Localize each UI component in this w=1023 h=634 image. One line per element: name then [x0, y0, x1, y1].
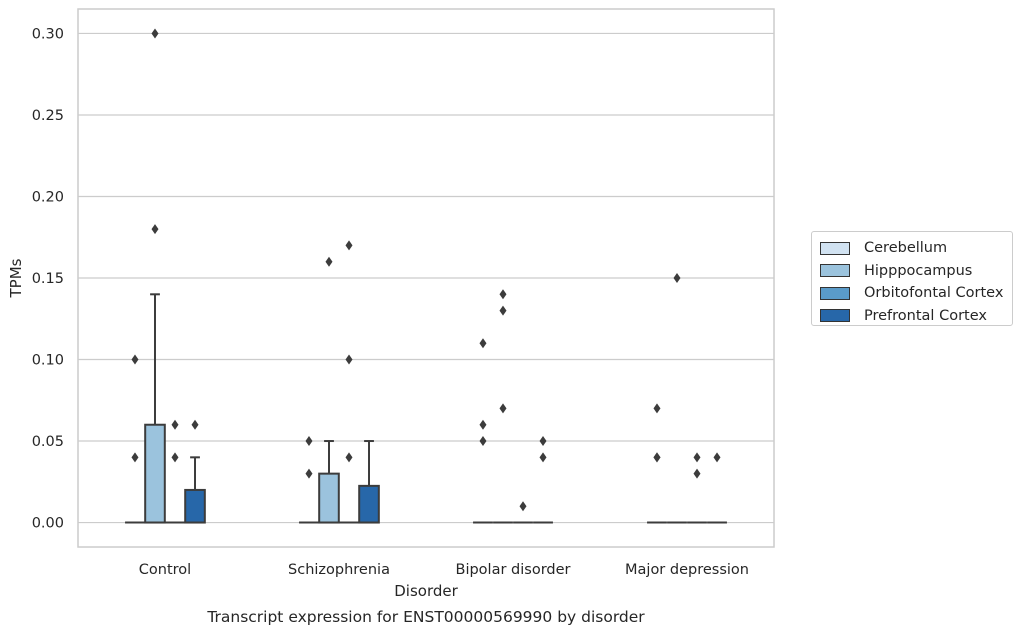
- outlier-point: [171, 452, 179, 463]
- legend-label: Cerebellum: [864, 240, 948, 257]
- box-group: [533, 436, 553, 524]
- legend-label: Hipppocampus: [864, 262, 973, 279]
- y-axis-label: TPMs: [7, 258, 25, 298]
- box-group: [318, 256, 340, 524]
- outlier-point: [151, 28, 159, 39]
- outlier-point: [305, 468, 313, 479]
- outlier-point: [713, 452, 721, 463]
- y-tick-labels: 0.00 0.05 0.10 0.15 0.20 0.25 0.30: [32, 26, 64, 531]
- x-tick-labels: Control Schizophrenia Bipolar disorder Majo…: [139, 562, 749, 578]
- outlier-point: [345, 240, 353, 251]
- legend-item-hippocampus: Hipppocampus: [820, 260, 1004, 283]
- outlier-point: [693, 452, 701, 463]
- outlier-point: [693, 468, 701, 479]
- outlier-point: [479, 436, 487, 447]
- legend-swatch-prefrontal-cortex: [820, 309, 850, 323]
- x-tick-label: Major depression: [625, 562, 749, 578]
- box-group: [125, 354, 145, 524]
- outlier-point: [479, 419, 487, 430]
- x-tick-label: Bipolar disorder: [456, 562, 571, 578]
- box-group: [647, 403, 667, 524]
- outlier-point: [191, 419, 199, 430]
- box: [358, 484, 380, 524]
- outlier-point: [653, 452, 661, 463]
- box-group: [707, 452, 727, 524]
- legend-item-orbitofrontal-cortex: Orbitofontal Cortex: [820, 282, 1004, 305]
- box-group: [299, 436, 319, 524]
- box-group: [144, 28, 166, 524]
- x-axis-label: Disorder: [394, 582, 458, 600]
- outlier-point: [151, 224, 159, 235]
- outlier-point: [499, 305, 507, 316]
- outlier-point: [131, 354, 139, 365]
- outlier-point: [305, 436, 313, 447]
- box-group: [667, 273, 687, 524]
- y-tick-label: 0.15: [32, 271, 64, 287]
- outlier-point: [653, 403, 661, 414]
- x-tick-label: Control: [139, 562, 191, 578]
- box-group: [513, 501, 533, 524]
- plot-frame: [77, 8, 775, 548]
- y-tick-label: 0.25: [32, 108, 64, 124]
- outlier-point: [171, 419, 179, 430]
- y-tick-label: 0.20: [32, 189, 64, 205]
- legend-item-cerebellum: Cerebellum: [820, 237, 1004, 260]
- legend-label: Orbitofontal Cortex: [864, 285, 1004, 302]
- box-group: [493, 289, 513, 524]
- outlier-point: [345, 354, 353, 365]
- box-group: [687, 452, 707, 524]
- y-tick-label: 0.00: [32, 516, 64, 532]
- outlier-point: [499, 289, 507, 300]
- outlier-point: [131, 452, 139, 463]
- outlier-point: [479, 338, 487, 349]
- legend-label: Prefrontal Cortex: [864, 307, 987, 324]
- y-tick-label: 0.30: [32, 26, 64, 42]
- chart-title: Transcript expression for ENST0000056999…: [206, 608, 645, 626]
- box-group: [473, 338, 493, 524]
- outlier-point: [499, 403, 507, 414]
- box-group: [358, 440, 380, 524]
- legend-swatch-cerebellum: [820, 241, 850, 255]
- x-tick-label: Schizophrenia: [288, 562, 390, 578]
- box-group: [165, 419, 185, 524]
- box-group: [339, 240, 359, 524]
- outlier-point: [539, 452, 547, 463]
- outlier-point: [519, 501, 527, 512]
- outlier-point: [325, 256, 333, 267]
- outlier-point: [673, 273, 681, 283]
- y-tick-label: 0.05: [32, 434, 64, 450]
- legend-swatch-orbitofrontal-cortex: [820, 286, 850, 300]
- outlier-point: [345, 452, 353, 463]
- y-tick-label: 0.10: [32, 353, 64, 369]
- outlier-point: [539, 436, 547, 447]
- box: [144, 423, 166, 524]
- box: [184, 488, 206, 524]
- box-marks: [125, 28, 727, 524]
- legend-item-prefrontal-cortex: Prefrontal Cortex: [820, 305, 1004, 328]
- box-group: [184, 419, 206, 524]
- box: [318, 472, 340, 524]
- legend-swatch-hippocampus: [820, 264, 850, 278]
- legend: Cerebellum Hipppocampus Orbitofontal Cor…: [811, 231, 1013, 326]
